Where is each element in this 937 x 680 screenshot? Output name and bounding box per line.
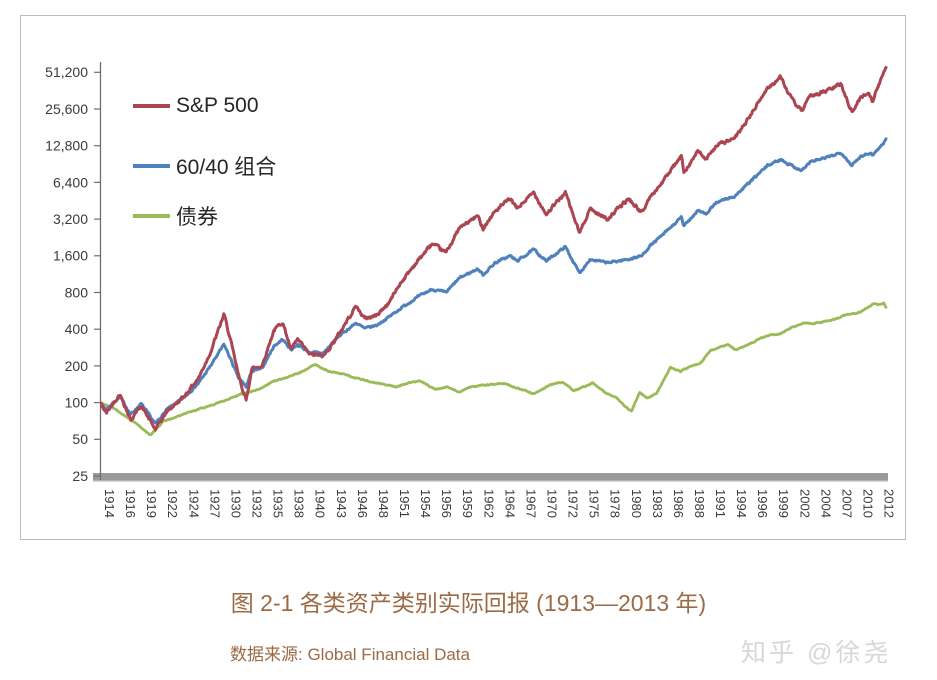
y-axis-tick-label: 25,600	[45, 101, 88, 117]
x-axis-tick-label: 1959	[460, 489, 475, 518]
y-axis-tick-label: 50	[72, 431, 88, 447]
x-axis-tick-label: 1996	[755, 489, 770, 518]
bonds-line	[100, 301, 888, 437]
y-axis-tick-label: 800	[65, 284, 89, 300]
x-axis-bar	[93, 473, 888, 481]
x-axis-tick-label: 1940	[313, 489, 328, 518]
x-axis-bar-edge	[93, 480, 888, 482]
x-axis-tick-label: 1962	[481, 489, 496, 518]
x-axis-tick-label: 1972	[566, 489, 581, 518]
legend-swatch-sp500	[133, 104, 170, 108]
sp500-line	[100, 66, 888, 432]
x-axis-tick-label: 1978	[608, 489, 623, 518]
x-axis-tick-label: 1935	[271, 489, 286, 518]
x-axis-tick-label: 1938	[292, 489, 307, 518]
x-axis-tick-label: 2010	[861, 489, 876, 518]
x-axis-tick-label: 1956	[439, 489, 454, 518]
portfolio-6040-line	[100, 137, 888, 425]
x-axis-tick-label: 1919	[144, 489, 159, 518]
y-axis-tick-label: 25	[72, 468, 88, 484]
legend-item-sp500: S&P 500	[133, 94, 259, 118]
x-axis-tick-label: 1988	[692, 489, 707, 518]
y-axis-tick-label: 200	[65, 358, 89, 374]
x-axis-tick-label: 1967	[523, 489, 538, 518]
x-axis-tick-label: 1983	[650, 489, 665, 518]
legend-label-sp500: S&P 500	[176, 94, 259, 117]
figure-source-note: 数据来源: Global Financial Data	[230, 645, 470, 664]
legend-swatch-bonds	[133, 214, 170, 218]
x-axis-tick-label: 1914	[102, 489, 117, 518]
x-axis-tick-label: 1932	[249, 489, 264, 518]
x-axis-tick-label: 1951	[397, 489, 412, 518]
y-axis-tick-label: 12,800	[45, 138, 88, 154]
x-axis-tick-label: 1916	[123, 489, 138, 518]
legend-swatch-6040	[133, 164, 170, 168]
x-axis-tick-label: 1946	[355, 489, 370, 518]
legend-item-bonds: 债券	[133, 201, 218, 231]
figure-title: 图 2-1 各类资产类别实际回报 (1913—2013 年)	[230, 590, 707, 616]
x-axis-tick-label: 1964	[502, 489, 517, 518]
x-axis-tick-label: 2004	[818, 489, 833, 518]
y-axis-tick-label: 3,200	[53, 211, 88, 227]
legend-label-bonds: 债券	[176, 206, 218, 229]
x-axis-tick-label: 2007	[839, 489, 854, 518]
y-axis-tick-label: 1,600	[53, 248, 88, 264]
x-axis-tick-label: 2012	[882, 489, 897, 518]
x-axis-tick-label: 1948	[376, 489, 391, 518]
x-axis-tick-label: 1927	[207, 489, 222, 518]
x-axis-tick-label: 1922	[165, 489, 180, 518]
legend-label-6040: 60/40 组合	[176, 156, 277, 179]
x-axis-tick-label: 1980	[629, 489, 644, 518]
x-axis-tick-label: 1986	[671, 489, 686, 518]
x-axis-tick-label: 1930	[228, 489, 243, 518]
x-axis-tick-label: 2002	[797, 489, 812, 518]
y-axis-tick-label: 100	[65, 395, 89, 411]
x-axis-tick-label: 1924	[186, 489, 201, 518]
legend-item-6040: 60/40 组合	[133, 151, 276, 181]
y-axis-tick-label: 400	[65, 321, 89, 337]
x-axis-tick-label: 1991	[713, 489, 728, 518]
x-axis-tick-label: 1975	[587, 489, 602, 518]
x-axis-tick-label: 1999	[776, 489, 791, 518]
y-axis-tick-label: 6,400	[53, 174, 88, 190]
x-axis-tick-label: 1970	[544, 489, 559, 518]
x-axis-tick-label: 1954	[418, 489, 433, 518]
y-axis-tick-label: 51,200	[45, 64, 88, 80]
zhihu-watermark: 知乎 @徐尧	[741, 639, 892, 667]
x-axis-tick-label: 1943	[334, 489, 349, 518]
x-axis-tick-label: 1994	[734, 489, 749, 518]
